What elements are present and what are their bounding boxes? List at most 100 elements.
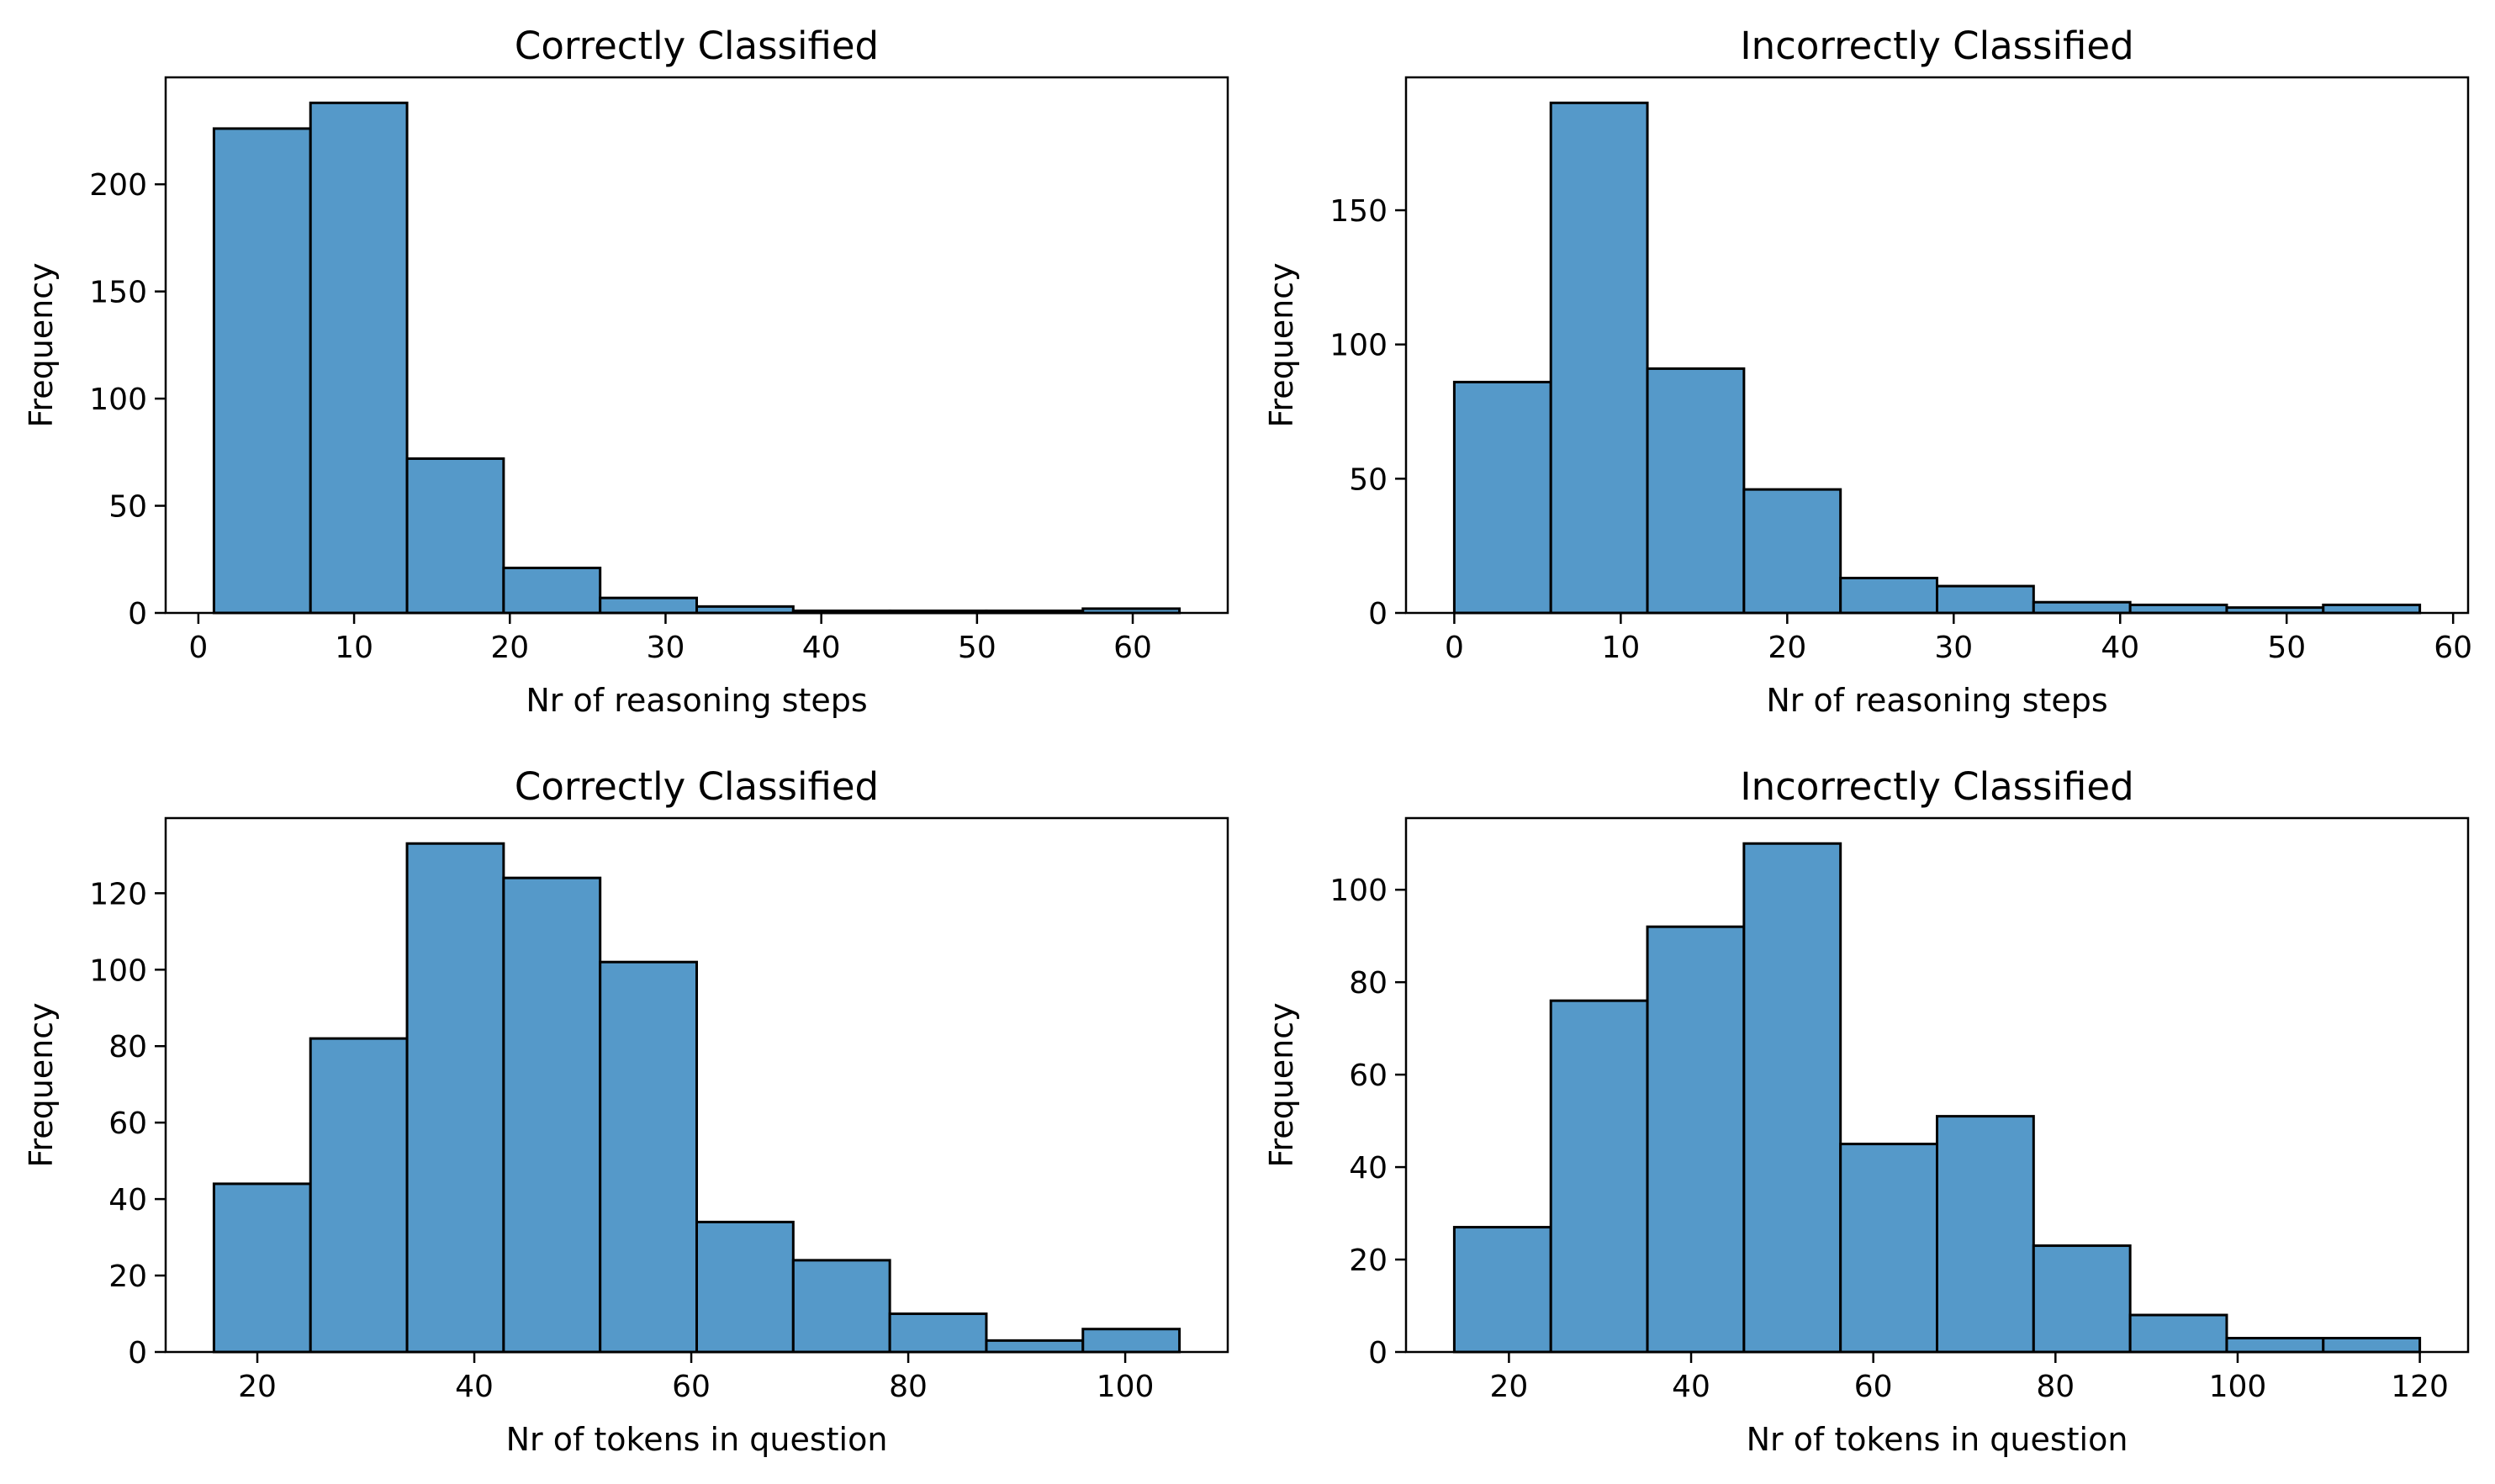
histogram-bar bbox=[2128, 1313, 2228, 1354]
axes-frame bbox=[1404, 816, 2470, 1354]
histogram-bar bbox=[1839, 1143, 1939, 1354]
x-tick-label: 40 bbox=[1672, 1370, 1710, 1404]
x-tick-label: 20 bbox=[238, 1370, 277, 1404]
histogram-bar bbox=[2225, 1337, 2325, 1354]
histogram-bar bbox=[985, 1339, 1085, 1354]
x-tick-label: 30 bbox=[647, 631, 685, 665]
y-tick-label: 200 bbox=[89, 168, 147, 203]
x-tick-label: 0 bbox=[1445, 631, 1464, 665]
chart-title: Incorrectly Classified bbox=[1740, 24, 2133, 68]
y-tick-label: 50 bbox=[1349, 462, 1388, 497]
histogram-bar bbox=[2128, 603, 2228, 615]
histogram-bar bbox=[502, 566, 602, 615]
histogram-bar bbox=[695, 1220, 795, 1354]
x-tick-label: 80 bbox=[889, 1370, 928, 1404]
panel-incorrect-reasoning-steps: 0 10 20 30 40 50 60 0 50 100 150 Incorrectly Classi… bbox=[1263, 24, 2472, 719]
x-tick-label: 40 bbox=[802, 631, 841, 665]
y-tick-label: 150 bbox=[89, 276, 147, 310]
x-tick-label: 80 bbox=[2036, 1370, 2075, 1404]
y-tick-label: 20 bbox=[1349, 1244, 1388, 1278]
axes-frame bbox=[164, 76, 1229, 615]
x-tick-label: 20 bbox=[490, 631, 529, 665]
x-tick-label: 10 bbox=[1601, 631, 1640, 665]
y-tick-label: 60 bbox=[108, 1106, 147, 1141]
histogram-bar bbox=[1742, 842, 1842, 1354]
y-tick-label: 0 bbox=[1368, 597, 1388, 631]
x-tick-label: 60 bbox=[2434, 631, 2472, 665]
histogram-bar bbox=[791, 1259, 891, 1354]
histogram-bar bbox=[212, 127, 312, 615]
histogram-bar bbox=[405, 457, 505, 615]
histogram-bar bbox=[309, 1037, 409, 1354]
x-tick-label: 60 bbox=[1854, 1370, 1893, 1404]
x-tick-label: 20 bbox=[1768, 631, 1806, 665]
x-tick-label: 60 bbox=[672, 1370, 711, 1404]
histogram-bar bbox=[309, 101, 409, 615]
histogram-bar bbox=[2032, 600, 2132, 615]
histogram-bar bbox=[1936, 1115, 2035, 1354]
x-tick-label: 20 bbox=[1489, 1370, 1528, 1404]
y-tick-label: 100 bbox=[89, 383, 147, 417]
histogram-bar bbox=[599, 960, 699, 1354]
histogram-bar bbox=[1452, 380, 1552, 615]
y-tick-label: 0 bbox=[1368, 1336, 1388, 1370]
histogram-bar bbox=[2322, 1337, 2422, 1354]
y-axis-label: Frequency bbox=[23, 262, 60, 427]
y-tick-label: 80 bbox=[1349, 966, 1388, 1001]
histogram-bar bbox=[2322, 603, 2422, 615]
y-tick-label: 0 bbox=[128, 597, 147, 631]
y-tick-label: 120 bbox=[89, 877, 147, 911]
panel-correct-question-tokens: 20 40 60 80 100 0 20 40 60 80 100 120 Correctly Clas… bbox=[23, 764, 1229, 1458]
chart-title: Correctly Classified bbox=[515, 764, 879, 809]
y-tick-label: 40 bbox=[108, 1183, 147, 1217]
x-tick-label: 100 bbox=[1097, 1370, 1155, 1404]
y-tick-label: 150 bbox=[1329, 194, 1388, 229]
histogram-bar bbox=[599, 596, 699, 615]
histogram-bar bbox=[1646, 367, 1746, 615]
x-tick-label: 50 bbox=[958, 631, 996, 665]
panel-incorrect-question-tokens: 20 40 60 80 100 120 0 20 40 60 80 100 Incorrectly Cl… bbox=[1263, 764, 2470, 1458]
y-tick-label: 40 bbox=[1349, 1151, 1388, 1186]
y-axis-label: Frequency bbox=[23, 1002, 60, 1167]
x-axis-label: Nr of tokens in question bbox=[506, 1421, 888, 1458]
x-tick-label: 30 bbox=[1934, 631, 1973, 665]
x-tick-label: 60 bbox=[1113, 631, 1152, 665]
histogram-bar bbox=[1081, 1328, 1181, 1354]
x-tick-label: 40 bbox=[455, 1370, 494, 1404]
y-tick-label: 60 bbox=[1349, 1059, 1388, 1093]
histogram-bar bbox=[212, 1182, 312, 1354]
y-tick-label: 100 bbox=[1329, 329, 1388, 363]
y-tick-label: 100 bbox=[1329, 874, 1388, 908]
x-tick-label: 100 bbox=[2209, 1370, 2267, 1404]
y-tick-label: 80 bbox=[108, 1030, 147, 1064]
histogram-bar bbox=[502, 876, 602, 1354]
y-axis-label: Frequency bbox=[1263, 262, 1300, 427]
histogram-bar bbox=[1936, 584, 2035, 615]
x-tick-label: 120 bbox=[2391, 1370, 2449, 1404]
histogram-bar bbox=[2032, 1244, 2132, 1354]
panel-correct-reasoning-steps: 0 10 20 30 40 50 60 0 50 100 150 200 Correctly Class… bbox=[23, 24, 1229, 719]
axes-frame bbox=[164, 816, 1229, 1354]
x-axis-label: Nr of reasoning steps bbox=[526, 682, 867, 719]
histogram-bar bbox=[1549, 101, 1649, 615]
y-tick-label: 0 bbox=[128, 1336, 147, 1370]
y-axis-label: Frequency bbox=[1263, 1002, 1300, 1167]
y-tick-label: 20 bbox=[108, 1260, 147, 1294]
x-tick-label: 10 bbox=[335, 631, 373, 665]
histogram-bar bbox=[405, 842, 505, 1354]
histogram-bar bbox=[888, 1312, 988, 1354]
x-tick-label: 50 bbox=[2267, 631, 2306, 665]
chart-title: Correctly Classified bbox=[515, 24, 879, 68]
histogram-bar bbox=[1452, 1226, 1552, 1354]
x-tick-label: 0 bbox=[188, 631, 208, 665]
chart-title: Incorrectly Classified bbox=[1740, 764, 2133, 809]
histogram-bar bbox=[1549, 999, 1649, 1354]
y-tick-label: 100 bbox=[89, 953, 147, 988]
x-axis-label: Nr of tokens in question bbox=[1747, 1421, 2128, 1458]
x-tick-label: 40 bbox=[2101, 631, 2139, 665]
histogram-bar bbox=[1646, 925, 1746, 1354]
x-axis-label: Nr of reasoning steps bbox=[1766, 682, 2107, 719]
histogram-bar bbox=[1742, 488, 1842, 615]
histogram-bar bbox=[1839, 576, 1939, 615]
